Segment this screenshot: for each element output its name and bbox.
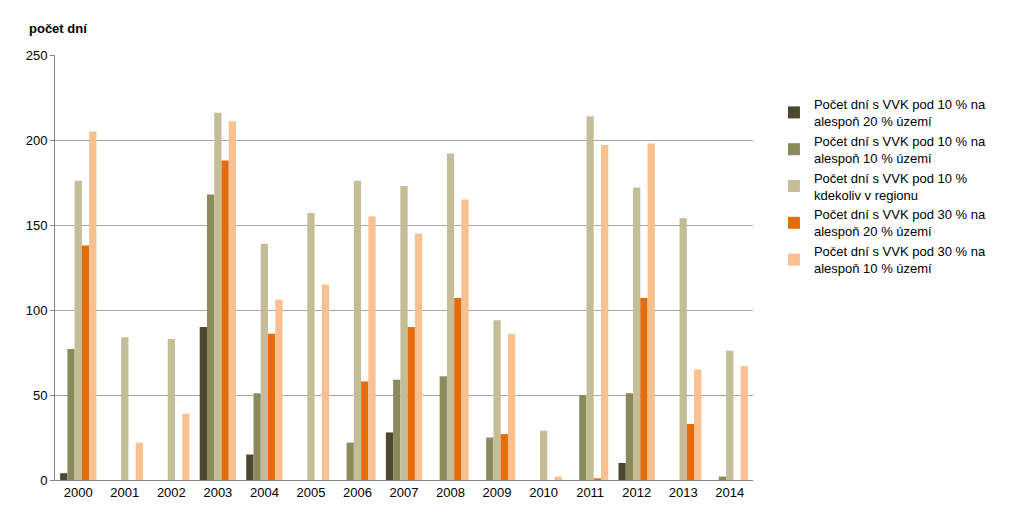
svg-text:2001: 2001 <box>110 485 139 500</box>
svg-text:2009: 2009 <box>483 485 512 500</box>
svg-text:0: 0 <box>40 473 47 488</box>
svg-text:Počet dní s VVK pod 10 %kdekol: Počet dní s VVK pod 10 %kdekoliv v regio… <box>814 171 968 203</box>
svg-text:počet dní: počet dní <box>29 21 87 36</box>
svg-text:150: 150 <box>26 218 48 233</box>
svg-text:Počet dní s VVK pod 10 % naale: Počet dní s VVK pod 10 % naalespoň 20 % … <box>814 97 986 129</box>
svg-text:2014: 2014 <box>715 485 744 500</box>
svg-text:250: 250 <box>26 48 48 63</box>
svg-text:2004: 2004 <box>250 485 279 500</box>
svg-text:Počet dní s VVK pod 30 % naale: Počet dní s VVK pod 30 % naalespoň 20 % … <box>814 207 986 239</box>
svg-text:2011: 2011 <box>576 485 604 500</box>
svg-text:200: 200 <box>26 133 48 148</box>
svg-text:2002: 2002 <box>157 485 186 500</box>
svg-text:2006: 2006 <box>343 485 372 500</box>
svg-text:2005: 2005 <box>296 485 325 500</box>
svg-text:2008: 2008 <box>436 485 465 500</box>
svg-text:2007: 2007 <box>390 485 419 500</box>
svg-text:100: 100 <box>26 303 48 318</box>
svg-text:2000: 2000 <box>64 485 93 500</box>
svg-text:2012: 2012 <box>622 485 651 500</box>
svg-text:Počet dní s VVK pod 30 % naale: Počet dní s VVK pod 30 % naalespoň 10 % … <box>814 244 986 276</box>
svg-text:50: 50 <box>33 388 47 403</box>
svg-text:2003: 2003 <box>203 485 232 500</box>
svg-text:2013: 2013 <box>669 485 698 500</box>
svg-text:Počet dní s VVK pod 10 % naale: Počet dní s VVK pod 10 % naalespoň 10 % … <box>814 134 986 166</box>
svg-text:2010: 2010 <box>529 485 558 500</box>
